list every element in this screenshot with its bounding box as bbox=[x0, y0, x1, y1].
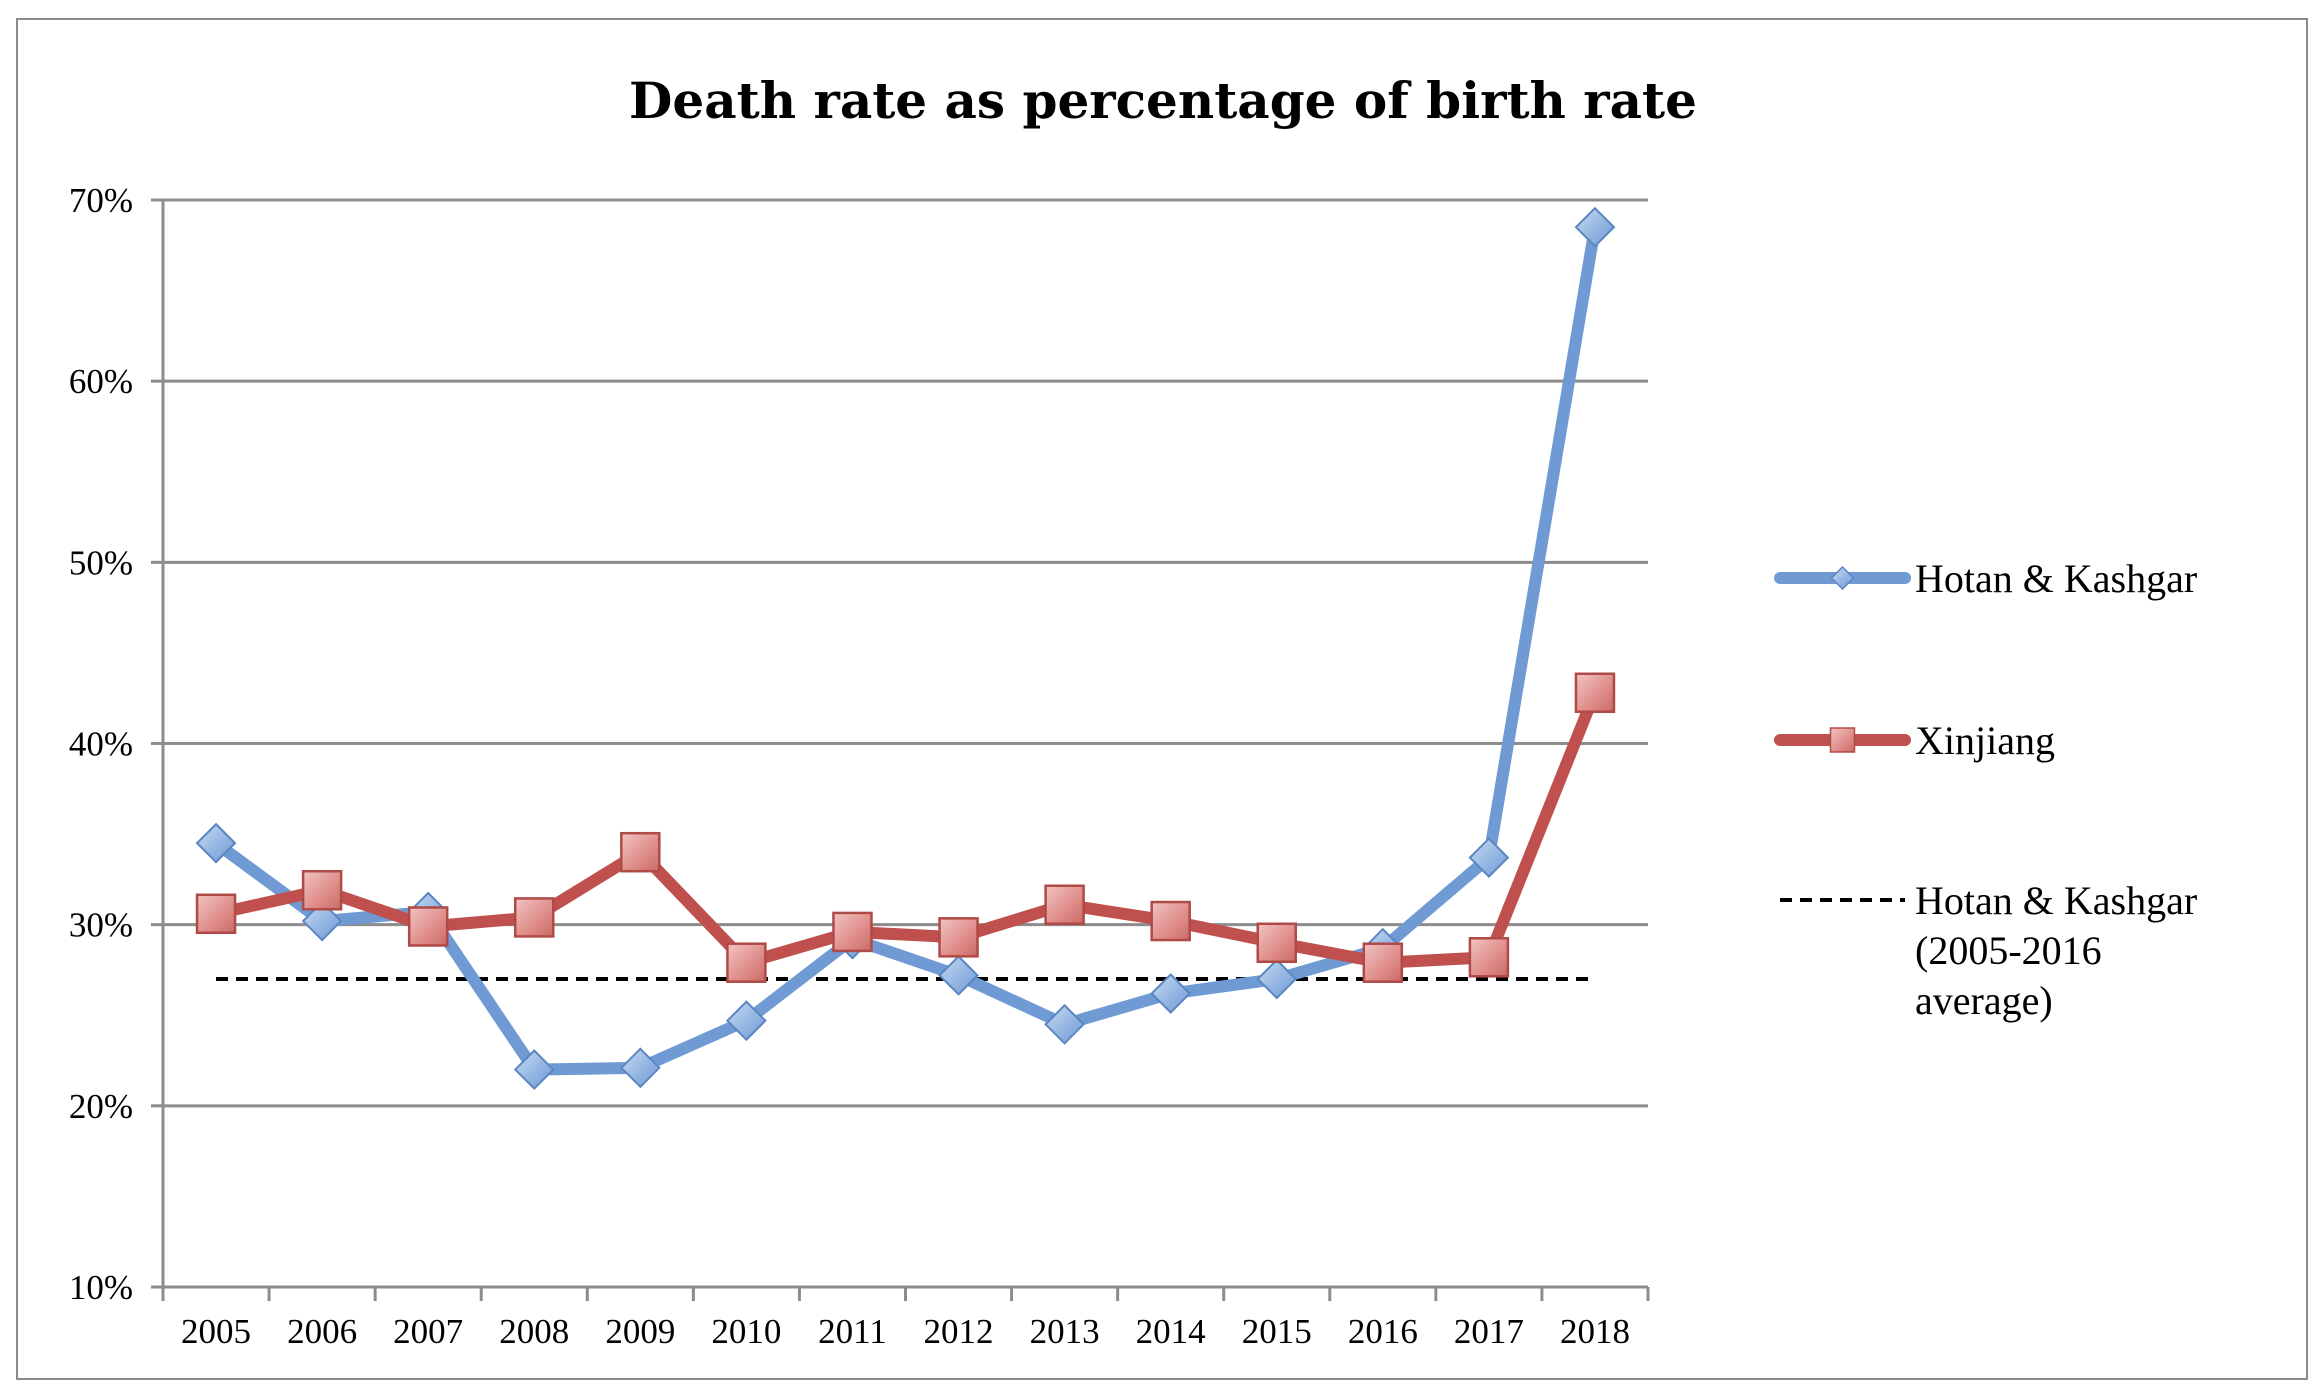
data-point-diamond bbox=[513, 1049, 555, 1091]
data-point-diamond bbox=[1044, 1003, 1086, 1045]
legend-marker-diamond bbox=[1830, 565, 1855, 591]
x-tick-label: 2015 bbox=[1242, 1312, 1312, 1351]
legend-entry: Xinjiang bbox=[1774, 718, 2055, 763]
x-tick-label: 2006 bbox=[287, 1312, 357, 1351]
x-tick-label: 2017 bbox=[1454, 1312, 1524, 1351]
data-point-diamond bbox=[195, 822, 237, 864]
y-tick-label: 50% bbox=[69, 543, 133, 582]
chart-frame bbox=[16, 18, 2308, 1380]
data-point-square bbox=[1574, 672, 1616, 714]
gridlines bbox=[163, 198, 1648, 1108]
data-point-square bbox=[1256, 922, 1297, 964]
legend: Hotan & Kashgar Xinjiang Hotan & Kashgar (2… bbox=[1774, 556, 2197, 1023]
legend-label: (2005-2016 bbox=[1915, 928, 2102, 973]
legend-label: Xinjiang bbox=[1915, 718, 2055, 763]
data-point-diamond bbox=[1150, 973, 1192, 1014]
x-tick-label: 2018 bbox=[1560, 1312, 1630, 1351]
y-tick-label: 60% bbox=[69, 362, 133, 401]
legend-label: average) bbox=[1915, 978, 2053, 1023]
x-tick-label: 2008 bbox=[499, 1312, 569, 1351]
data-point-diamond bbox=[619, 1047, 661, 1089]
data-point-diamond bbox=[301, 900, 343, 942]
y-tick-label: 40% bbox=[69, 725, 133, 764]
x-tick-label: 2009 bbox=[605, 1312, 675, 1351]
axes bbox=[151, 198, 1650, 1301]
y-tick-label: 20% bbox=[69, 1087, 133, 1126]
x-tick-label: 2014 bbox=[1136, 1312, 1206, 1351]
data-point-square bbox=[1044, 884, 1085, 925]
data-point-square bbox=[1362, 942, 1404, 983]
data-point-square bbox=[1150, 900, 1191, 942]
data-point-square bbox=[726, 942, 767, 983]
data-point-diamond bbox=[1574, 206, 1616, 248]
data-point-diamond bbox=[938, 954, 979, 996]
data-series bbox=[195, 206, 1616, 1091]
data-point-square bbox=[195, 893, 237, 935]
x-tick-label: 2011 bbox=[818, 1312, 887, 1351]
data-point-diamond bbox=[1468, 837, 1510, 879]
y-tick-label: 10% bbox=[69, 1268, 133, 1307]
data-point-square bbox=[407, 906, 449, 947]
legend-entry: Hotan & Kashgar (2005-2016 average) bbox=[1780, 878, 2197, 1023]
data-point-square bbox=[620, 831, 661, 873]
y-tick-label: 70% bbox=[69, 181, 133, 220]
x-tick-label: 2016 bbox=[1348, 1312, 1418, 1351]
data-point-diamond bbox=[1256, 958, 1298, 1000]
y-axis-tick-labels: 10% 20% 30% 40% 50% 60% 70% bbox=[69, 181, 133, 1307]
data-point-square bbox=[1468, 937, 1510, 978]
series-square bbox=[195, 672, 1616, 983]
y-tick-label: 30% bbox=[69, 906, 133, 945]
x-tick-label: 2007 bbox=[393, 1312, 463, 1351]
x-tick-label: 2012 bbox=[924, 1312, 994, 1351]
data-point-square bbox=[832, 911, 873, 953]
legend-marker-square bbox=[1829, 727, 1856, 753]
legend-entry: Hotan & Kashgar bbox=[1774, 556, 2197, 601]
legend-label: Hotan & Kashgar bbox=[1915, 878, 2197, 923]
chart-title: Death rate as percentage of birth rate bbox=[629, 71, 1697, 130]
x-axis-tick-labels: 2005 2006 2007 2008 2009 2010 2011 2012 2013 2014… bbox=[181, 1312, 1630, 1351]
data-point-square bbox=[514, 897, 555, 938]
x-tick-label: 2013 bbox=[1030, 1312, 1100, 1351]
x-tick-label: 2005 bbox=[181, 1312, 251, 1351]
legend-label: Hotan & Kashgar bbox=[1915, 556, 2197, 601]
data-point-square bbox=[938, 917, 979, 958]
data-point-diamond bbox=[725, 1000, 767, 1042]
x-tick-label: 2010 bbox=[711, 1312, 781, 1351]
data-point-square bbox=[301, 869, 343, 911]
